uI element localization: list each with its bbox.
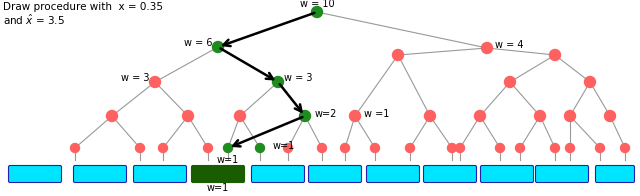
- Circle shape: [182, 111, 193, 122]
- Circle shape: [406, 143, 415, 152]
- Circle shape: [474, 111, 486, 122]
- Circle shape: [605, 111, 616, 122]
- Circle shape: [595, 143, 605, 152]
- Circle shape: [534, 111, 545, 122]
- Circle shape: [550, 50, 561, 61]
- Text: w=1: w=1: [273, 141, 295, 151]
- Circle shape: [159, 143, 168, 152]
- Circle shape: [234, 111, 246, 122]
- Text: w=1: w=1: [207, 183, 229, 193]
- Circle shape: [550, 143, 559, 152]
- Circle shape: [515, 143, 525, 152]
- Circle shape: [340, 143, 349, 152]
- Circle shape: [255, 143, 264, 152]
- Text: Draw procedure with  x = 0.35: Draw procedure with x = 0.35: [3, 2, 163, 12]
- Circle shape: [70, 143, 79, 152]
- FancyBboxPatch shape: [367, 165, 419, 182]
- Circle shape: [566, 143, 575, 152]
- Circle shape: [371, 143, 380, 152]
- Circle shape: [106, 111, 118, 122]
- FancyBboxPatch shape: [424, 165, 477, 182]
- FancyBboxPatch shape: [191, 165, 244, 182]
- Circle shape: [621, 143, 630, 152]
- FancyBboxPatch shape: [74, 165, 127, 182]
- FancyBboxPatch shape: [595, 165, 634, 182]
- Circle shape: [447, 143, 456, 152]
- Circle shape: [312, 6, 323, 17]
- Circle shape: [564, 111, 575, 122]
- FancyBboxPatch shape: [308, 165, 362, 182]
- FancyBboxPatch shape: [536, 165, 589, 182]
- Circle shape: [317, 143, 326, 152]
- FancyBboxPatch shape: [252, 165, 305, 182]
- Text: w = 3: w = 3: [121, 73, 149, 83]
- Circle shape: [349, 111, 360, 122]
- Circle shape: [212, 42, 223, 53]
- Text: w=2: w=2: [315, 109, 337, 119]
- Circle shape: [584, 76, 595, 87]
- Text: w =1: w =1: [364, 109, 390, 119]
- Circle shape: [495, 143, 504, 152]
- FancyBboxPatch shape: [8, 165, 61, 182]
- Text: w=1: w=1: [217, 155, 239, 165]
- Circle shape: [150, 76, 161, 87]
- Circle shape: [481, 43, 493, 54]
- Circle shape: [284, 143, 292, 152]
- Circle shape: [204, 143, 212, 152]
- FancyBboxPatch shape: [134, 165, 186, 182]
- Circle shape: [392, 50, 403, 61]
- Circle shape: [273, 76, 284, 87]
- Text: and $\hat{x}$ = 3.5: and $\hat{x}$ = 3.5: [3, 13, 65, 27]
- Text: w = 10: w = 10: [300, 0, 334, 9]
- Circle shape: [504, 76, 515, 87]
- Circle shape: [136, 143, 145, 152]
- Circle shape: [300, 111, 310, 122]
- Circle shape: [456, 143, 465, 152]
- Circle shape: [223, 143, 232, 152]
- Text: w = 3: w = 3: [284, 73, 312, 83]
- Text: w = 4: w = 4: [495, 40, 524, 50]
- Circle shape: [424, 111, 435, 122]
- Text: w = 6: w = 6: [184, 38, 212, 48]
- FancyBboxPatch shape: [481, 165, 534, 182]
